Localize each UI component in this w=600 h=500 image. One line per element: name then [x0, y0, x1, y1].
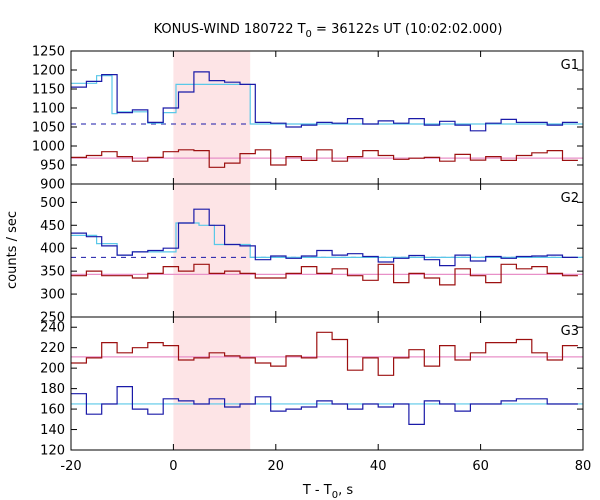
g3-y-tick-label: 200: [40, 362, 65, 377]
g2-blue-counts-series: [71, 208, 578, 267]
chart-title-main: KONUS-WIND 180722 T: [154, 22, 306, 37]
g2-y-tick-label: 400: [40, 242, 65, 257]
x-tick-label: 0: [169, 459, 177, 474]
g2-panel-label: G2: [561, 191, 579, 206]
svg-text:KONUS-WIND 180722 T0 = 36122s: KONUS-WIND 180722 T0 = 36122s UT (10:02:…: [154, 22, 503, 40]
g2-y-tick-label: 450: [40, 219, 65, 234]
g1-y-tick-label: 1000: [32, 140, 65, 155]
g3-y-tick-label: 120: [40, 444, 65, 459]
y-axis-label: counts / sec: [5, 211, 20, 289]
g3-blue-counts-series: [71, 386, 578, 425]
chart-title-subscript: 0: [306, 29, 312, 40]
x-axis-label-main: T - T: [302, 483, 332, 498]
g2-y-tick-label: 250: [40, 311, 65, 326]
g3-y-tick-label: 240: [40, 321, 65, 336]
g1-y-tick-label: 900: [40, 178, 65, 193]
g1-y-tick-label: 1150: [32, 83, 65, 98]
g3-y-tick-label: 220: [40, 341, 65, 356]
g2-red-counts-series: [71, 263, 578, 286]
g2-y-tick-label: 350: [40, 265, 65, 280]
chart-title-rest: = 36122s UT (10:02:02.000): [312, 22, 502, 37]
g3-y-tick-label: 160: [40, 403, 65, 418]
g3-y-tick-label: 180: [40, 382, 65, 397]
g1-blue-counts-series: [71, 71, 578, 132]
g1-y-tick-label: 1050: [32, 121, 65, 136]
g3-y-tick-label: 140: [40, 423, 65, 438]
g1-panel-label: G1: [561, 58, 579, 73]
g3-panel-frame: [70, 316, 584, 451]
x-axis-label: T - T0, s: [302, 483, 353, 500]
g1-y-tick-label: 1100: [32, 102, 65, 117]
x-axis-label-rest: , s: [338, 483, 353, 498]
g1-y-tick-label: 950: [40, 159, 65, 174]
plot-area: 900950100010501100115012001250G125030035…: [32, 45, 591, 475]
g1-y-tick-label: 1200: [32, 64, 65, 79]
highlight-interval: [173, 51, 251, 450]
g3-red-counts-series: [71, 331, 578, 376]
g2-y-tick-label: 500: [40, 196, 65, 211]
x-tick-label: 60: [472, 459, 489, 474]
g1-red-counts-series: [71, 149, 578, 168]
chart-title: KONUS-WIND 180722 T0 = 36122s UT (10:02:…: [154, 22, 503, 40]
x-tick-label: 80: [575, 459, 592, 474]
g1-y-tick-label: 1250: [32, 45, 65, 60]
g3-panel-label: G3: [561, 324, 579, 339]
g2-y-tick-label: 300: [40, 288, 65, 303]
x-tick-label: 20: [268, 459, 285, 474]
x-axis-label-subscript: 0: [332, 490, 338, 500]
x-tick-label: 40: [370, 459, 387, 474]
x-tick-label: -20: [60, 459, 81, 474]
